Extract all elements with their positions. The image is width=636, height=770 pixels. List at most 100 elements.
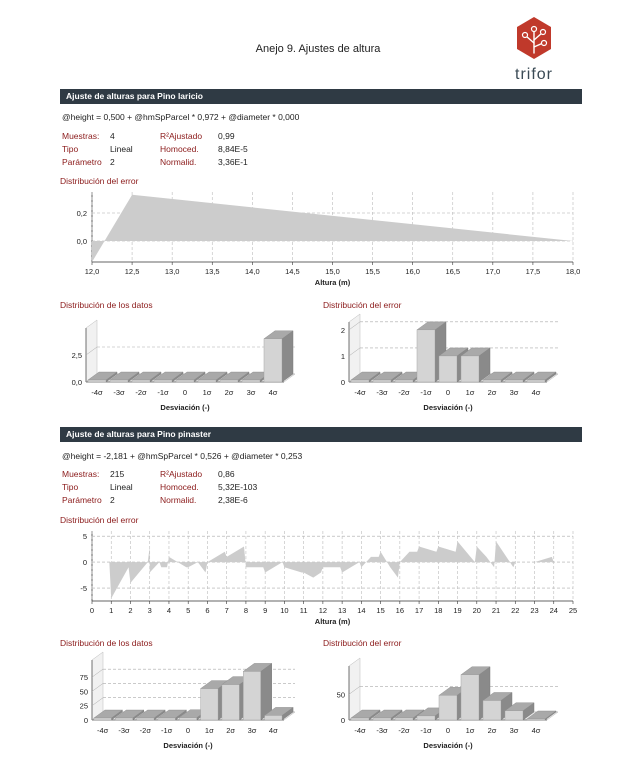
error-area	[92, 194, 573, 262]
bar	[197, 371, 228, 383]
stat-value: 2	[110, 495, 115, 505]
stat-label: Homoced.	[160, 144, 199, 154]
y-tick-label: 75	[80, 673, 88, 682]
x-axis-label: Altura (m)	[315, 278, 351, 287]
x-tick-label: 10	[280, 606, 288, 615]
bar	[526, 710, 557, 721]
bar-front	[372, 379, 392, 383]
x-tick-label: 13,0	[165, 267, 180, 276]
x-tick-label: -4σ	[91, 388, 103, 397]
bar-front	[482, 379, 502, 383]
x-tick-label: 4σ	[269, 726, 278, 735]
stat-value: 0,86	[218, 469, 235, 479]
bar	[87, 371, 118, 383]
x-tick-label: 2σ	[488, 726, 497, 735]
bar	[242, 663, 273, 721]
bar-front	[526, 379, 546, 383]
x-tick-label: 14,5	[285, 267, 300, 276]
bar	[460, 347, 491, 383]
bar-front	[394, 379, 414, 383]
bar-front	[197, 379, 217, 383]
formula-laricio: @height = 0,500 + @hmSpParcel * 0,972 + …	[62, 112, 300, 122]
y-tick-label: 0	[341, 716, 345, 725]
x-tick-label: 3σ	[510, 726, 519, 735]
bar-front	[504, 710, 524, 721]
bar	[109, 371, 140, 383]
chart-side-wall	[91, 651, 104, 721]
x-tick-label: 3σ	[248, 726, 257, 735]
bar	[438, 347, 469, 383]
bar-front	[179, 717, 197, 721]
x-tick-label: 9	[263, 606, 267, 615]
chart-title: Distribución de los datos	[60, 638, 153, 648]
bar-front	[136, 717, 155, 721]
x-tick-label: 12	[319, 606, 327, 615]
stat-label: Muestras:	[62, 469, 100, 479]
x-tick-label: 1	[109, 606, 113, 615]
bar-front	[241, 379, 261, 383]
x-tick-label: 3σ	[247, 388, 256, 397]
x-tick-label: 13,5	[205, 267, 220, 276]
x-tick-label: 0	[90, 606, 94, 615]
stat-label: Parámetro	[62, 495, 102, 505]
bar-front	[264, 715, 283, 721]
bar-front	[243, 671, 261, 721]
x-tick-label: 2σ	[226, 726, 235, 735]
x-tick-label: 13	[338, 606, 346, 615]
x-tick-label: 21	[492, 606, 500, 615]
bar	[131, 371, 162, 383]
x-tick-label: 16	[396, 606, 404, 615]
y-tick-label: 50	[80, 687, 88, 696]
y-tick-label: 2,5	[72, 351, 82, 360]
bar-front	[175, 379, 195, 383]
x-tick-label: 23	[530, 606, 538, 615]
bar	[219, 371, 250, 383]
bar	[482, 371, 513, 383]
stat-label: Homoced.	[160, 482, 199, 492]
bar-front	[504, 379, 524, 383]
bar-front	[87, 379, 107, 383]
stat-value: 8,84E-5	[218, 144, 248, 154]
x-tick-label: 17,5	[526, 267, 541, 276]
bar	[504, 371, 535, 383]
bar-front	[219, 379, 239, 383]
stat-value: 5,32E-103	[218, 482, 258, 492]
x-tick-label: 17	[415, 606, 423, 615]
bar-front	[416, 715, 436, 721]
x-tick-label: 6	[205, 606, 209, 615]
x-tick-label: -1σ	[420, 388, 432, 397]
x-tick-label: 7	[225, 606, 229, 615]
gridline	[91, 683, 104, 692]
x-tick-label: 8	[244, 606, 248, 615]
bar	[93, 709, 124, 721]
x-tick-label: -1σ	[420, 726, 432, 735]
y-tick-label: 5	[83, 532, 87, 541]
x-axis-label: Desviación (-)	[423, 403, 473, 412]
stat-value: 2,38E-6	[218, 495, 248, 505]
bar-front	[438, 695, 458, 721]
x-tick-label: -2σ	[398, 726, 410, 735]
x-tick-label: 14	[357, 606, 365, 615]
x-axis-label: Desviación (-)	[160, 403, 210, 412]
x-tick-label: -1σ	[157, 388, 169, 397]
gridline	[91, 668, 104, 678]
x-tick-label: 19	[453, 606, 461, 615]
x-tick-label: 2σ	[225, 388, 234, 397]
stat-label: Tipo	[62, 482, 79, 492]
gridline	[91, 697, 104, 706]
x-tick-label: 0	[446, 388, 450, 397]
error-histogram-chart-laricio: 2 1 0 -4σ -3σ -2σ -1σ 0 1σ 2σ 3σ 4σ Desviación (-)	[341, 313, 559, 412]
bar-front	[109, 379, 129, 383]
x-axis-label: Desviación (-)	[163, 741, 213, 750]
stat-label: Muestras:	[62, 131, 100, 141]
bar-front	[394, 717, 414, 721]
bar-front	[372, 717, 392, 721]
y-tick-label: 25	[80, 702, 88, 711]
x-tick-label: 12,0	[85, 267, 100, 276]
stat-label: Normalid.	[160, 495, 197, 505]
bar-front	[115, 717, 133, 721]
stat-value: 2	[110, 157, 115, 167]
stat-label: R²Ajustado	[160, 131, 203, 141]
x-tick-label: 15,0	[325, 267, 340, 276]
x-tick-label: 1σ	[205, 726, 214, 735]
